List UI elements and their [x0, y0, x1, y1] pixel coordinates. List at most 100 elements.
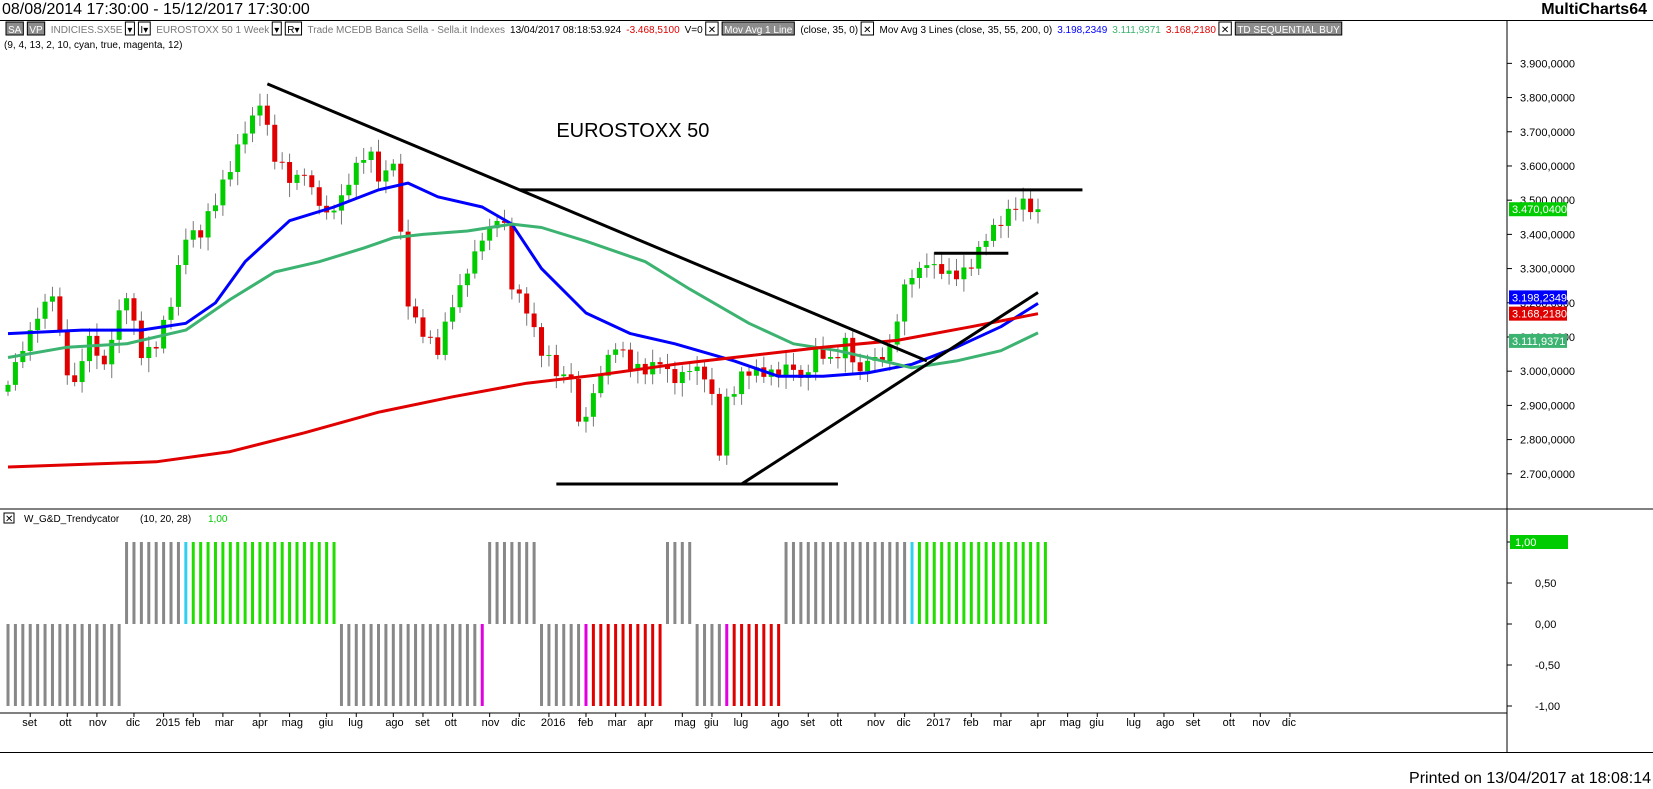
candle-body-47 — [353, 162, 359, 185]
candle-body-106 — [790, 364, 796, 370]
candle-body-91 — [679, 372, 685, 384]
candle-body-121 — [902, 284, 908, 322]
time-label-10: lug — [348, 717, 363, 729]
status-item-21[interactable]: TD SEQUENTIAL BUY — [1237, 25, 1340, 36]
status-item-box-3[interactable] — [124, 21, 135, 36]
candle-body-41 — [309, 175, 315, 188]
indicator-value: 1,00 — [208, 514, 228, 525]
time-label-37: ott — [1223, 717, 1235, 729]
candle-body-107 — [798, 369, 804, 378]
candle-body-15 — [116, 310, 122, 340]
status-item-4[interactable]: I▾ — [140, 25, 148, 36]
status-item-box-12[interactable] — [705, 21, 719, 36]
status-item-box-20[interactable] — [1218, 21, 1232, 36]
candle-body-0 — [5, 384, 11, 392]
time-label-33: giu — [1089, 717, 1104, 729]
candle-body-10 — [79, 361, 85, 383]
trendline-0[interactable] — [266, 82, 928, 363]
candle-body-39 — [294, 174, 300, 183]
time-label-1: ott — [59, 717, 71, 729]
candle-body-99 — [739, 371, 745, 395]
candle-body-23 — [175, 265, 181, 307]
candle-body-33 — [250, 115, 256, 134]
indicator-close-box[interactable] — [3, 512, 15, 524]
status-item-box-21[interactable] — [1234, 21, 1343, 36]
ind-tick-label-0: -1,00 — [1535, 701, 1560, 713]
candle-body-62 — [464, 273, 470, 286]
status-item-box-7[interactable] — [284, 21, 303, 36]
time-label-34: lug — [1126, 717, 1141, 729]
ind-tick-label-3: 0,50 — [1535, 578, 1556, 590]
time-label-39: dic — [1282, 717, 1297, 729]
candle-body-28 — [212, 205, 218, 212]
status-item-5: EUROSTOXX 50 1 Week — [156, 25, 270, 36]
printed-footer: Printed on 13/04/2017 at 18:08:14 — [1409, 770, 1651, 787]
indicator-close-icon: ✕ — [5, 514, 13, 525]
status-item-box-0[interactable] — [5, 21, 24, 36]
status-item-3[interactable]: ▾ — [127, 25, 132, 36]
status-item-6[interactable]: ▾ — [274, 25, 279, 36]
time-label-6: mar — [215, 717, 234, 729]
status-item-11: V=0 — [685, 25, 704, 36]
candle-body-56 — [420, 317, 426, 337]
candle-body-60 — [450, 307, 456, 322]
candle-body-135 — [1005, 208, 1011, 226]
candle-body-105 — [783, 364, 789, 376]
candle-body-29 — [220, 179, 226, 206]
candle-body-63 — [472, 251, 478, 274]
status-item-box-13[interactable] — [721, 21, 795, 36]
trendline-3[interactable] — [740, 291, 1039, 486]
candle-body-122 — [909, 277, 915, 285]
status-item-15[interactable]: ✕ — [863, 25, 871, 36]
price-tick-label-3: 3.000,0000 — [1520, 366, 1575, 378]
candle-body-101 — [753, 367, 759, 376]
status-item-18: 3.111,9371 — [1112, 25, 1161, 36]
status-item-20[interactable]: ✕ — [1221, 25, 1229, 36]
candle-body-123 — [916, 267, 922, 278]
candle-body-124 — [924, 265, 930, 268]
time-label-32: mag — [1060, 717, 1081, 729]
candle-body-3 — [27, 330, 33, 352]
status-item-box-15[interactable] — [860, 21, 875, 36]
candle-body-55 — [413, 306, 419, 318]
candle-body-132 — [983, 240, 989, 247]
status-item-9: 13/04/2017 08:18:53.924 — [510, 25, 622, 36]
candle-body-138 — [1028, 198, 1034, 213]
time-label-3: dic — [126, 717, 141, 729]
time-label-12: set — [415, 717, 430, 729]
status-item-box-6[interactable] — [271, 21, 282, 36]
ma-value-box-2 — [1509, 333, 1567, 348]
candle-body-27 — [205, 211, 211, 238]
time-label-16: 2016 — [541, 717, 565, 729]
status-item-7[interactable]: R▾ — [287, 25, 299, 36]
status-item-0[interactable]: SA — [8, 25, 22, 36]
candle-body-17 — [131, 298, 137, 321]
time-label-19: apr — [637, 717, 653, 729]
candle-body-85 — [635, 363, 641, 370]
status-item-8: Trade MCEDB Banca Sella - Sella.it Index… — [308, 25, 506, 36]
ind-value-box — [1510, 535, 1568, 549]
candle-body-52 — [390, 163, 396, 171]
candle-body-5 — [42, 301, 48, 319]
candle-body-126 — [939, 264, 945, 274]
time-label-2: nov — [89, 717, 107, 729]
status-item-box-1[interactable] — [26, 21, 46, 36]
candle-body-16 — [124, 298, 130, 311]
indicator-params: (10, 20, 28) — [140, 514, 191, 525]
candle-body-125 — [931, 264, 937, 266]
status-item-10: -3.468,5100 — [626, 25, 680, 36]
indicator-bars-group — [6, 542, 1047, 706]
status-item-2: INDICIES.SX5E — [51, 25, 123, 36]
status-item-box-4[interactable] — [137, 21, 151, 36]
candle-body-98 — [731, 394, 737, 397]
candle-body-61 — [457, 285, 463, 308]
candle-body-80 — [598, 375, 604, 394]
price-tick-label-12: 3.900,0000 — [1520, 58, 1575, 70]
time-label-18: mar — [608, 717, 627, 729]
status-item-13[interactable]: Mov Avg 1 Line — [724, 25, 793, 36]
time-label-21: giu — [704, 717, 719, 729]
candle-body-130 — [968, 267, 974, 269]
status-item-12[interactable]: ✕ — [708, 25, 716, 36]
status-item-1[interactable]: VP — [29, 25, 43, 36]
